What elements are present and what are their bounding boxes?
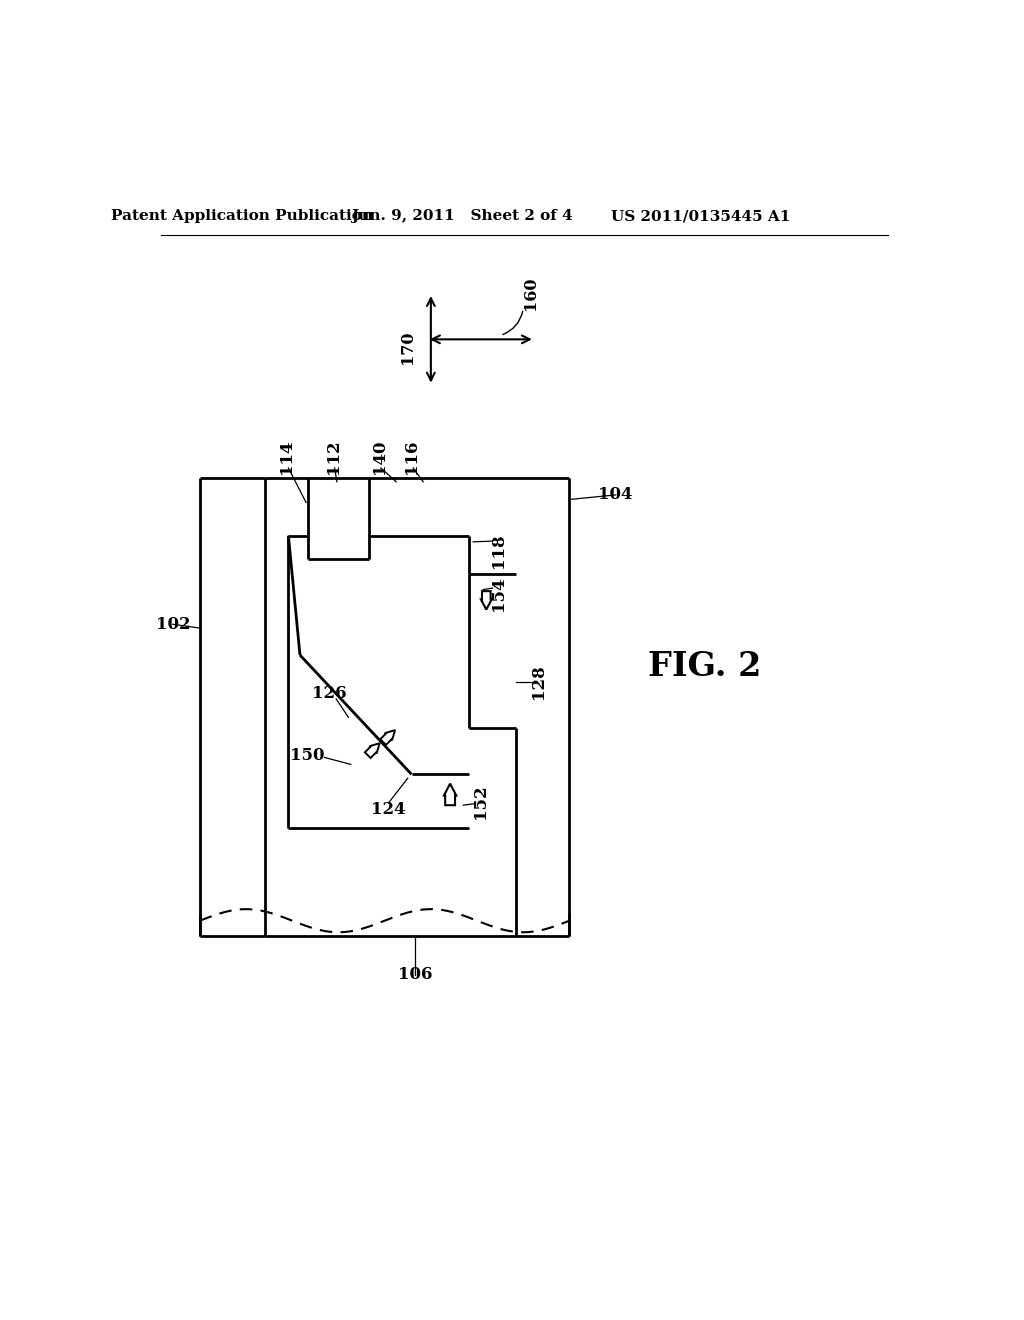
Text: 170: 170	[399, 330, 417, 364]
Text: 150: 150	[291, 747, 325, 764]
Text: 112: 112	[325, 440, 342, 474]
Polygon shape	[444, 784, 457, 805]
Text: US 2011/0135445 A1: US 2011/0135445 A1	[610, 209, 791, 223]
Text: 154: 154	[490, 577, 507, 611]
Polygon shape	[380, 730, 395, 744]
Text: 140: 140	[371, 440, 388, 474]
Polygon shape	[481, 591, 492, 610]
Text: 106: 106	[398, 966, 433, 983]
Text: Jun. 9, 2011   Sheet 2 of 4: Jun. 9, 2011 Sheet 2 of 4	[351, 209, 572, 223]
Text: 102: 102	[156, 615, 190, 632]
Text: FIG. 2: FIG. 2	[647, 651, 761, 684]
Text: 116: 116	[403, 440, 420, 474]
Text: 126: 126	[312, 685, 346, 702]
Text: 104: 104	[598, 486, 633, 503]
Text: 124: 124	[371, 800, 406, 817]
Text: 160: 160	[522, 276, 540, 310]
Text: 152: 152	[472, 784, 488, 818]
Polygon shape	[365, 743, 380, 758]
Text: 114: 114	[278, 440, 295, 474]
Text: 128: 128	[530, 665, 547, 700]
Text: Patent Application Publication: Patent Application Publication	[112, 209, 373, 223]
Text: 118: 118	[490, 533, 507, 569]
